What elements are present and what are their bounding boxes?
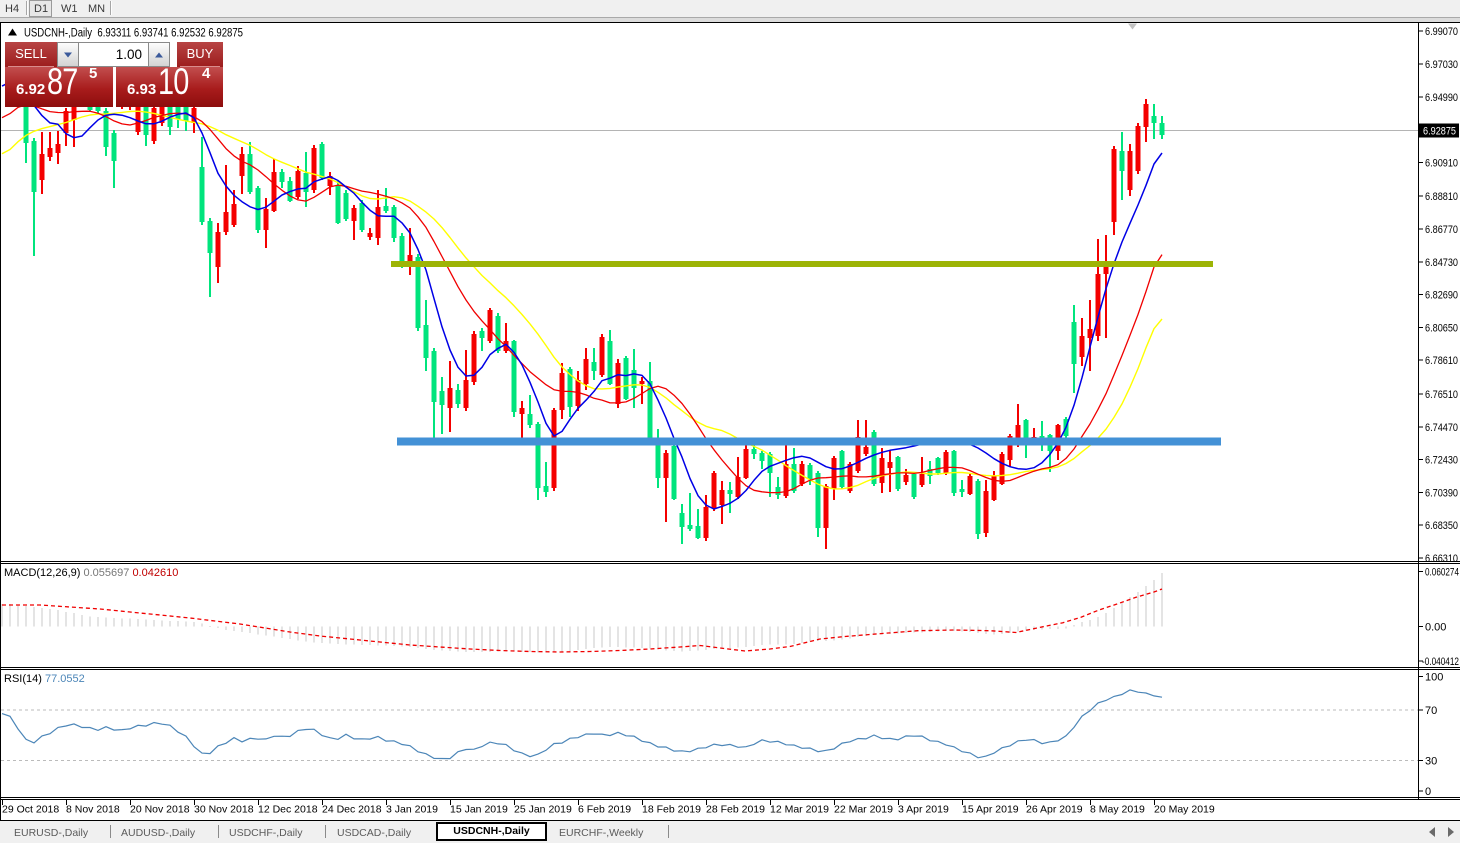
svg-text:6.76510: 6.76510 bbox=[1425, 389, 1458, 401]
svg-text:3 Apr 2019: 3 Apr 2019 bbox=[898, 804, 949, 816]
svg-text:6.90910: 6.90910 bbox=[1425, 157, 1458, 169]
svg-text:8 Nov 2018: 8 Nov 2018 bbox=[66, 804, 120, 816]
svg-text:6.94990: 6.94990 bbox=[1425, 92, 1458, 104]
svg-text:6.86770: 6.86770 bbox=[1425, 224, 1458, 236]
svg-text:6.92875: 6.92875 bbox=[1423, 126, 1456, 138]
svg-text:18 Feb 2019: 18 Feb 2019 bbox=[642, 804, 701, 816]
svg-text:100: 100 bbox=[1425, 672, 1443, 684]
svg-text:3 Jan 2019: 3 Jan 2019 bbox=[386, 804, 438, 816]
svg-text:6.80650: 6.80650 bbox=[1425, 322, 1458, 334]
svg-text:15 Apr 2019: 15 Apr 2019 bbox=[962, 804, 1019, 816]
svg-text:24 Dec 2018: 24 Dec 2018 bbox=[322, 804, 382, 816]
svg-text:20 May 2019: 20 May 2019 bbox=[1154, 804, 1215, 816]
svg-text:6.68350: 6.68350 bbox=[1425, 520, 1458, 532]
svg-text:0.060274: 0.060274 bbox=[1425, 567, 1459, 579]
svg-text:0: 0 bbox=[1425, 786, 1431, 798]
svg-text:6.66310: 6.66310 bbox=[1425, 553, 1458, 565]
svg-text:0.00: 0.00 bbox=[1425, 622, 1446, 634]
svg-text:6.78610: 6.78610 bbox=[1425, 355, 1458, 367]
svg-text:6.82690: 6.82690 bbox=[1425, 290, 1458, 302]
svg-text:70: 70 bbox=[1425, 705, 1437, 717]
svg-text:12 Mar 2019: 12 Mar 2019 bbox=[770, 804, 829, 816]
svg-text:-0.040412: -0.040412 bbox=[1422, 656, 1459, 668]
svg-text:6.84730: 6.84730 bbox=[1425, 257, 1458, 269]
svg-text:28 Feb 2019: 28 Feb 2019 bbox=[706, 804, 765, 816]
svg-text:15 Jan 2019: 15 Jan 2019 bbox=[450, 804, 508, 816]
svg-text:30 Nov 2018: 30 Nov 2018 bbox=[194, 804, 254, 816]
svg-text:25 Jan 2019: 25 Jan 2019 bbox=[514, 804, 572, 816]
svg-text:12 Dec 2018: 12 Dec 2018 bbox=[258, 804, 318, 816]
svg-text:22 Mar 2019: 22 Mar 2019 bbox=[834, 804, 893, 816]
svg-text:30: 30 bbox=[1425, 755, 1437, 767]
svg-text:6.99070: 6.99070 bbox=[1425, 26, 1458, 38]
svg-text:6 Feb 2019: 6 Feb 2019 bbox=[578, 804, 631, 816]
svg-text:6.74470: 6.74470 bbox=[1425, 422, 1458, 434]
svg-text:6.88810: 6.88810 bbox=[1425, 191, 1458, 203]
svg-text:RSI(14) 77.0552: RSI(14) 77.0552 bbox=[4, 673, 85, 685]
svg-text:USDCNH-,Daily 6.93311 6.93741: USDCNH-,Daily 6.93311 6.93741 6.92532 6.… bbox=[24, 28, 243, 40]
svg-text:8 May 2019: 8 May 2019 bbox=[1090, 804, 1145, 816]
svg-text:6.72430: 6.72430 bbox=[1425, 455, 1458, 467]
svg-text:6.70390: 6.70390 bbox=[1425, 487, 1458, 499]
svg-text:6.97030: 6.97030 bbox=[1425, 59, 1458, 71]
svg-text:MACD(12,26,9) 0.055697 0.04261: MACD(12,26,9) 0.055697 0.042610 bbox=[4, 567, 178, 579]
svg-text:29 Oct 2018: 29 Oct 2018 bbox=[2, 804, 59, 816]
svg-text:26 Apr 2019: 26 Apr 2019 bbox=[1026, 804, 1083, 816]
svg-text:20 Nov 2018: 20 Nov 2018 bbox=[130, 804, 190, 816]
